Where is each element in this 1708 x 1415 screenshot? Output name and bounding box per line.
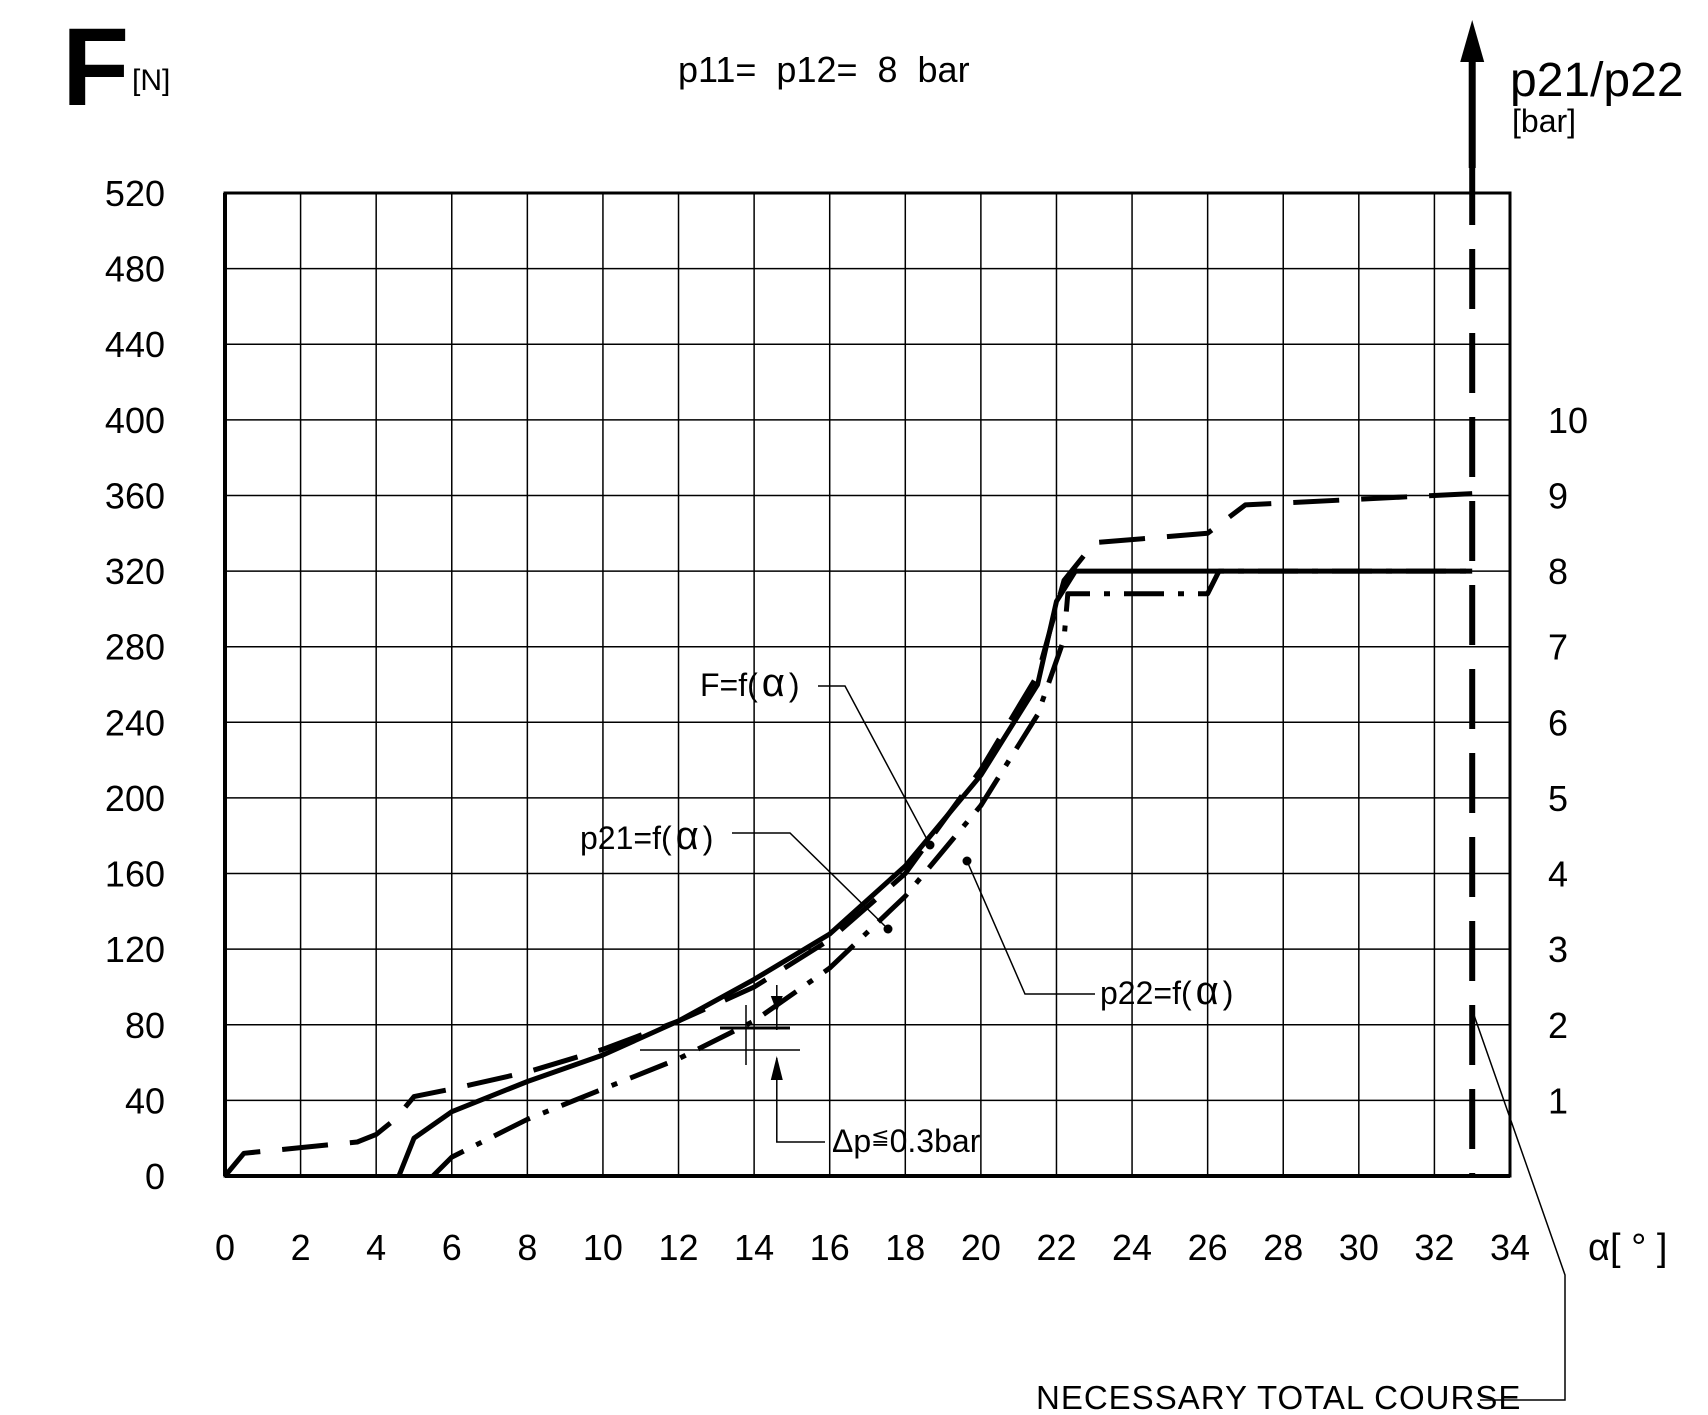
y-right-tick-label: 1: [1548, 1080, 1568, 1121]
y-right-tick-label: 5: [1548, 778, 1568, 819]
delta-p-arrow-up: [770, 1056, 783, 1080]
y-left-tick-label: 400: [105, 400, 165, 441]
delta-p-value: 0.3bar: [890, 1123, 981, 1159]
x-tick-label: 18: [885, 1227, 925, 1268]
delta-p-arrow-down: [770, 996, 783, 1012]
y-left-tick-label: 520: [105, 173, 165, 214]
y-left-tick-label: 80: [125, 1005, 165, 1046]
p22-label-text: p22=f(: [1100, 975, 1192, 1011]
x-tick-label: 32: [1414, 1227, 1454, 1268]
callout-group: [640, 685, 1566, 1401]
plot-frame: [223, 191, 1512, 1178]
series-group: [223, 20, 1485, 1178]
leader-dot: [883, 924, 893, 934]
grid: [224, 192, 1511, 1177]
x-tick-label: 14: [734, 1227, 774, 1268]
y-left-tick-label: 160: [105, 854, 165, 895]
series-line-p22: [431, 568, 1473, 1178]
alpha-symbol: α: [676, 814, 699, 858]
delta-p-leader: [776, 1058, 825, 1143]
y-left-tick-label: 200: [105, 778, 165, 819]
x-axis-label: α[ ° ]: [1588, 1227, 1667, 1269]
close-paren: ): [703, 820, 714, 856]
left-axis-symbol: F: [62, 6, 129, 129]
x-tick-label: 16: [810, 1227, 850, 1268]
svg-text:F=f(α): F=f(α): [700, 661, 800, 705]
delta-p-text: Δp: [832, 1123, 871, 1159]
x-tick-label: 30: [1339, 1227, 1379, 1268]
y-left-tick-label: 40: [125, 1080, 165, 1121]
y-right-tick-label: 8: [1548, 551, 1568, 592]
y-left-tick-label: 0: [145, 1156, 165, 1197]
callout-p21-label: p21=f(α): [580, 814, 713, 858]
x-tick-label: 10: [583, 1227, 623, 1268]
callout-delta-p: Δp≦0.3bar: [832, 1123, 981, 1159]
leader-f: [818, 685, 931, 846]
series-line-p21: [396, 568, 1473, 1177]
y-right-tick-label: 6: [1548, 702, 1568, 743]
callout-f-label: F=f(α): [700, 661, 800, 705]
right-axis-label: p21/p22: [1510, 54, 1684, 107]
svg-text:p22=f(α): p22=f(α): [1100, 969, 1233, 1013]
callout-p22-label: p22=f(α): [1100, 969, 1233, 1013]
tick-labels: 0 2 4 6 8 10 12 14 16 18 20 22 24 26 28 30 32 34040801201…: [105, 173, 1588, 1268]
series-line-f: [223, 491, 1473, 1178]
y-right-tick-label: 3: [1548, 929, 1568, 970]
y-left-tick-label: 360: [105, 475, 165, 516]
right-axis-unit: [bar]: [1512, 103, 1576, 139]
leader-dot: [962, 856, 972, 866]
plot-border: [223, 191, 1512, 1178]
svg-text:Δp≦0.3bar: Δp≦0.3bar: [832, 1123, 981, 1159]
y-left-tick-label: 280: [105, 627, 165, 668]
course-label: NECESSARY TOTAL COURSE: [1036, 1379, 1521, 1415]
x-tick-label: 12: [659, 1227, 699, 1268]
x-tick-label: 2: [291, 1227, 311, 1268]
alpha-symbol: α: [1196, 969, 1219, 1013]
y-left-tick-label: 480: [105, 249, 165, 290]
x-tick-label: 22: [1036, 1227, 1076, 1268]
delta-p-relation: ≦: [871, 1124, 889, 1149]
right-axis-arrow-head: [1460, 20, 1485, 62]
leader-course: [1471, 1009, 1566, 1401]
close-paren: ): [1223, 975, 1234, 1011]
x-tick-label: 0: [215, 1227, 235, 1268]
y-left-tick-label: 320: [105, 551, 165, 592]
x-tick-label: 20: [961, 1227, 1001, 1268]
x-tick-label: 6: [442, 1227, 462, 1268]
alpha-symbol: α: [762, 661, 785, 705]
y-right-tick-label: 4: [1548, 854, 1568, 895]
y-right-tick-label: 10: [1548, 400, 1588, 441]
x-tick-label: 24: [1112, 1227, 1152, 1268]
y-left-tick-label: 120: [105, 929, 165, 970]
y-right-tick-label: 2: [1548, 1005, 1568, 1046]
x-tick-label: 34: [1490, 1227, 1530, 1268]
f-label-text: F=f(: [700, 667, 758, 703]
y-right-tick-label: 7: [1548, 627, 1568, 668]
y-left-tick-label: 440: [105, 324, 165, 365]
left-axis-unit: [N]: [132, 64, 170, 97]
leader-dot: [925, 840, 935, 850]
svg-text:p21=f(α): p21=f(α): [580, 814, 713, 858]
x-tick-label: 26: [1188, 1227, 1228, 1268]
x-tick-label: 8: [517, 1227, 537, 1268]
y-right-tick-label: 9: [1548, 475, 1568, 516]
leader-p21: [732, 832, 889, 930]
p21-label-text: p21=f(: [580, 820, 672, 856]
leader-p22: [966, 860, 1095, 995]
close-paren: ): [789, 667, 800, 703]
y-left-tick-label: 240: [105, 702, 165, 743]
x-tick-label: 4: [366, 1227, 386, 1268]
x-tick-label: 28: [1263, 1227, 1303, 1268]
chart-title: p11= p12= 8 bar: [678, 49, 970, 90]
